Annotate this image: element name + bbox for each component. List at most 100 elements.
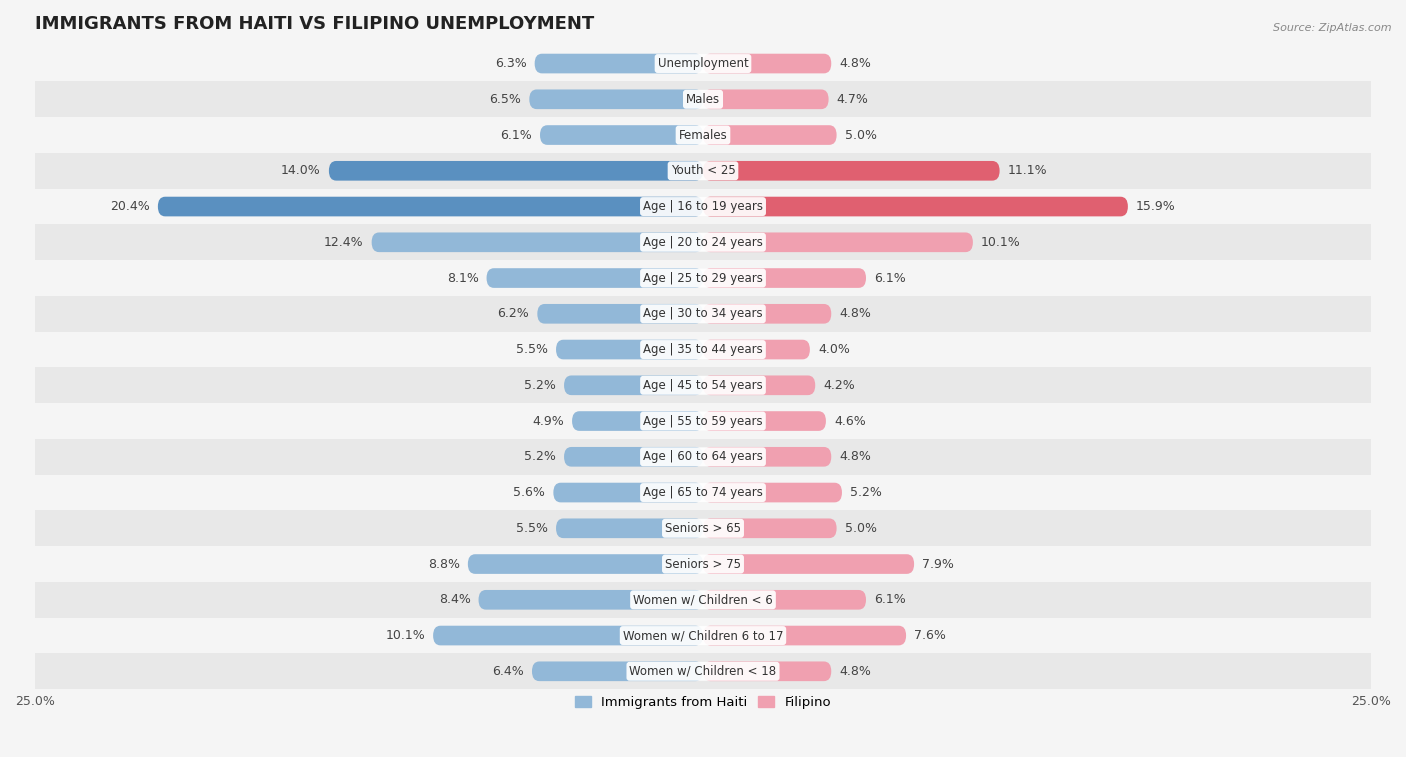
- Bar: [35, 618, 1371, 653]
- Text: 8.8%: 8.8%: [427, 558, 460, 571]
- Text: Age | 25 to 29 years: Age | 25 to 29 years: [643, 272, 763, 285]
- Bar: [35, 475, 1371, 510]
- FancyBboxPatch shape: [537, 304, 703, 324]
- FancyBboxPatch shape: [703, 232, 973, 252]
- Bar: [35, 117, 1371, 153]
- Text: 6.3%: 6.3%: [495, 57, 527, 70]
- Text: 7.6%: 7.6%: [914, 629, 946, 642]
- Text: Women w/ Children < 6: Women w/ Children < 6: [633, 593, 773, 606]
- Text: 7.9%: 7.9%: [922, 558, 955, 571]
- FancyBboxPatch shape: [703, 268, 866, 288]
- Text: 4.8%: 4.8%: [839, 57, 872, 70]
- Text: Age | 55 to 59 years: Age | 55 to 59 years: [643, 415, 763, 428]
- FancyBboxPatch shape: [555, 340, 703, 360]
- FancyBboxPatch shape: [531, 662, 703, 681]
- Text: 8.4%: 8.4%: [439, 593, 471, 606]
- Text: 5.0%: 5.0%: [845, 522, 876, 534]
- FancyBboxPatch shape: [534, 54, 703, 73]
- Bar: [35, 439, 1371, 475]
- Text: Youth < 25: Youth < 25: [671, 164, 735, 177]
- Text: Age | 65 to 74 years: Age | 65 to 74 years: [643, 486, 763, 499]
- Text: Age | 45 to 54 years: Age | 45 to 54 years: [643, 378, 763, 392]
- Bar: [35, 332, 1371, 367]
- FancyBboxPatch shape: [703, 304, 831, 324]
- FancyBboxPatch shape: [329, 161, 703, 181]
- Text: 4.7%: 4.7%: [837, 93, 869, 106]
- FancyBboxPatch shape: [554, 483, 703, 503]
- Bar: [35, 510, 1371, 546]
- Text: 6.1%: 6.1%: [501, 129, 531, 142]
- FancyBboxPatch shape: [564, 375, 703, 395]
- Text: 5.6%: 5.6%: [513, 486, 546, 499]
- FancyBboxPatch shape: [703, 626, 905, 646]
- Bar: [35, 260, 1371, 296]
- Legend: Immigrants from Haiti, Filipino: Immigrants from Haiti, Filipino: [569, 691, 837, 715]
- Bar: [35, 188, 1371, 224]
- Text: 6.1%: 6.1%: [875, 272, 905, 285]
- Text: Age | 20 to 24 years: Age | 20 to 24 years: [643, 235, 763, 249]
- Text: Unemployment: Unemployment: [658, 57, 748, 70]
- Text: 4.8%: 4.8%: [839, 450, 872, 463]
- Text: 6.2%: 6.2%: [498, 307, 529, 320]
- FancyBboxPatch shape: [564, 447, 703, 466]
- Text: 11.1%: 11.1%: [1008, 164, 1047, 177]
- FancyBboxPatch shape: [433, 626, 703, 646]
- FancyBboxPatch shape: [555, 519, 703, 538]
- Text: Women w/ Children < 18: Women w/ Children < 18: [630, 665, 776, 678]
- Text: Source: ZipAtlas.com: Source: ZipAtlas.com: [1274, 23, 1392, 33]
- Text: 5.5%: 5.5%: [516, 522, 548, 534]
- Text: Seniors > 65: Seniors > 65: [665, 522, 741, 534]
- Text: 10.1%: 10.1%: [385, 629, 425, 642]
- Bar: [35, 403, 1371, 439]
- Text: 4.6%: 4.6%: [834, 415, 866, 428]
- FancyBboxPatch shape: [157, 197, 703, 217]
- Bar: [35, 653, 1371, 689]
- FancyBboxPatch shape: [478, 590, 703, 609]
- FancyBboxPatch shape: [486, 268, 703, 288]
- Text: 4.8%: 4.8%: [839, 665, 872, 678]
- Text: Age | 16 to 19 years: Age | 16 to 19 years: [643, 200, 763, 213]
- FancyBboxPatch shape: [703, 554, 914, 574]
- FancyBboxPatch shape: [703, 125, 837, 145]
- Text: 4.9%: 4.9%: [533, 415, 564, 428]
- Text: 14.0%: 14.0%: [281, 164, 321, 177]
- Text: 5.2%: 5.2%: [524, 378, 555, 392]
- FancyBboxPatch shape: [703, 483, 842, 503]
- Text: Age | 60 to 64 years: Age | 60 to 64 years: [643, 450, 763, 463]
- FancyBboxPatch shape: [703, 662, 831, 681]
- Text: IMMIGRANTS FROM HAITI VS FILIPINO UNEMPLOYMENT: IMMIGRANTS FROM HAITI VS FILIPINO UNEMPL…: [35, 15, 595, 33]
- FancyBboxPatch shape: [703, 54, 831, 73]
- Bar: [35, 82, 1371, 117]
- FancyBboxPatch shape: [468, 554, 703, 574]
- Bar: [35, 367, 1371, 403]
- Text: Females: Females: [679, 129, 727, 142]
- Text: Age | 30 to 34 years: Age | 30 to 34 years: [643, 307, 763, 320]
- Text: 6.4%: 6.4%: [492, 665, 524, 678]
- FancyBboxPatch shape: [572, 411, 703, 431]
- Text: Women w/ Children 6 to 17: Women w/ Children 6 to 17: [623, 629, 783, 642]
- Bar: [35, 296, 1371, 332]
- Bar: [35, 45, 1371, 82]
- Text: Seniors > 75: Seniors > 75: [665, 558, 741, 571]
- Text: 8.1%: 8.1%: [447, 272, 478, 285]
- Text: 5.2%: 5.2%: [851, 486, 882, 499]
- FancyBboxPatch shape: [529, 89, 703, 109]
- Text: 6.5%: 6.5%: [489, 93, 522, 106]
- Text: Age | 35 to 44 years: Age | 35 to 44 years: [643, 343, 763, 356]
- Text: Males: Males: [686, 93, 720, 106]
- Text: 15.9%: 15.9%: [1136, 200, 1175, 213]
- Text: 6.1%: 6.1%: [875, 593, 905, 606]
- FancyBboxPatch shape: [703, 447, 831, 466]
- Text: 10.1%: 10.1%: [981, 235, 1021, 249]
- FancyBboxPatch shape: [703, 590, 866, 609]
- FancyBboxPatch shape: [540, 125, 703, 145]
- FancyBboxPatch shape: [703, 340, 810, 360]
- FancyBboxPatch shape: [703, 411, 825, 431]
- Bar: [35, 546, 1371, 582]
- Text: 5.5%: 5.5%: [516, 343, 548, 356]
- Bar: [35, 224, 1371, 260]
- Text: 5.2%: 5.2%: [524, 450, 555, 463]
- FancyBboxPatch shape: [703, 197, 1128, 217]
- FancyBboxPatch shape: [703, 519, 837, 538]
- Text: 5.0%: 5.0%: [845, 129, 876, 142]
